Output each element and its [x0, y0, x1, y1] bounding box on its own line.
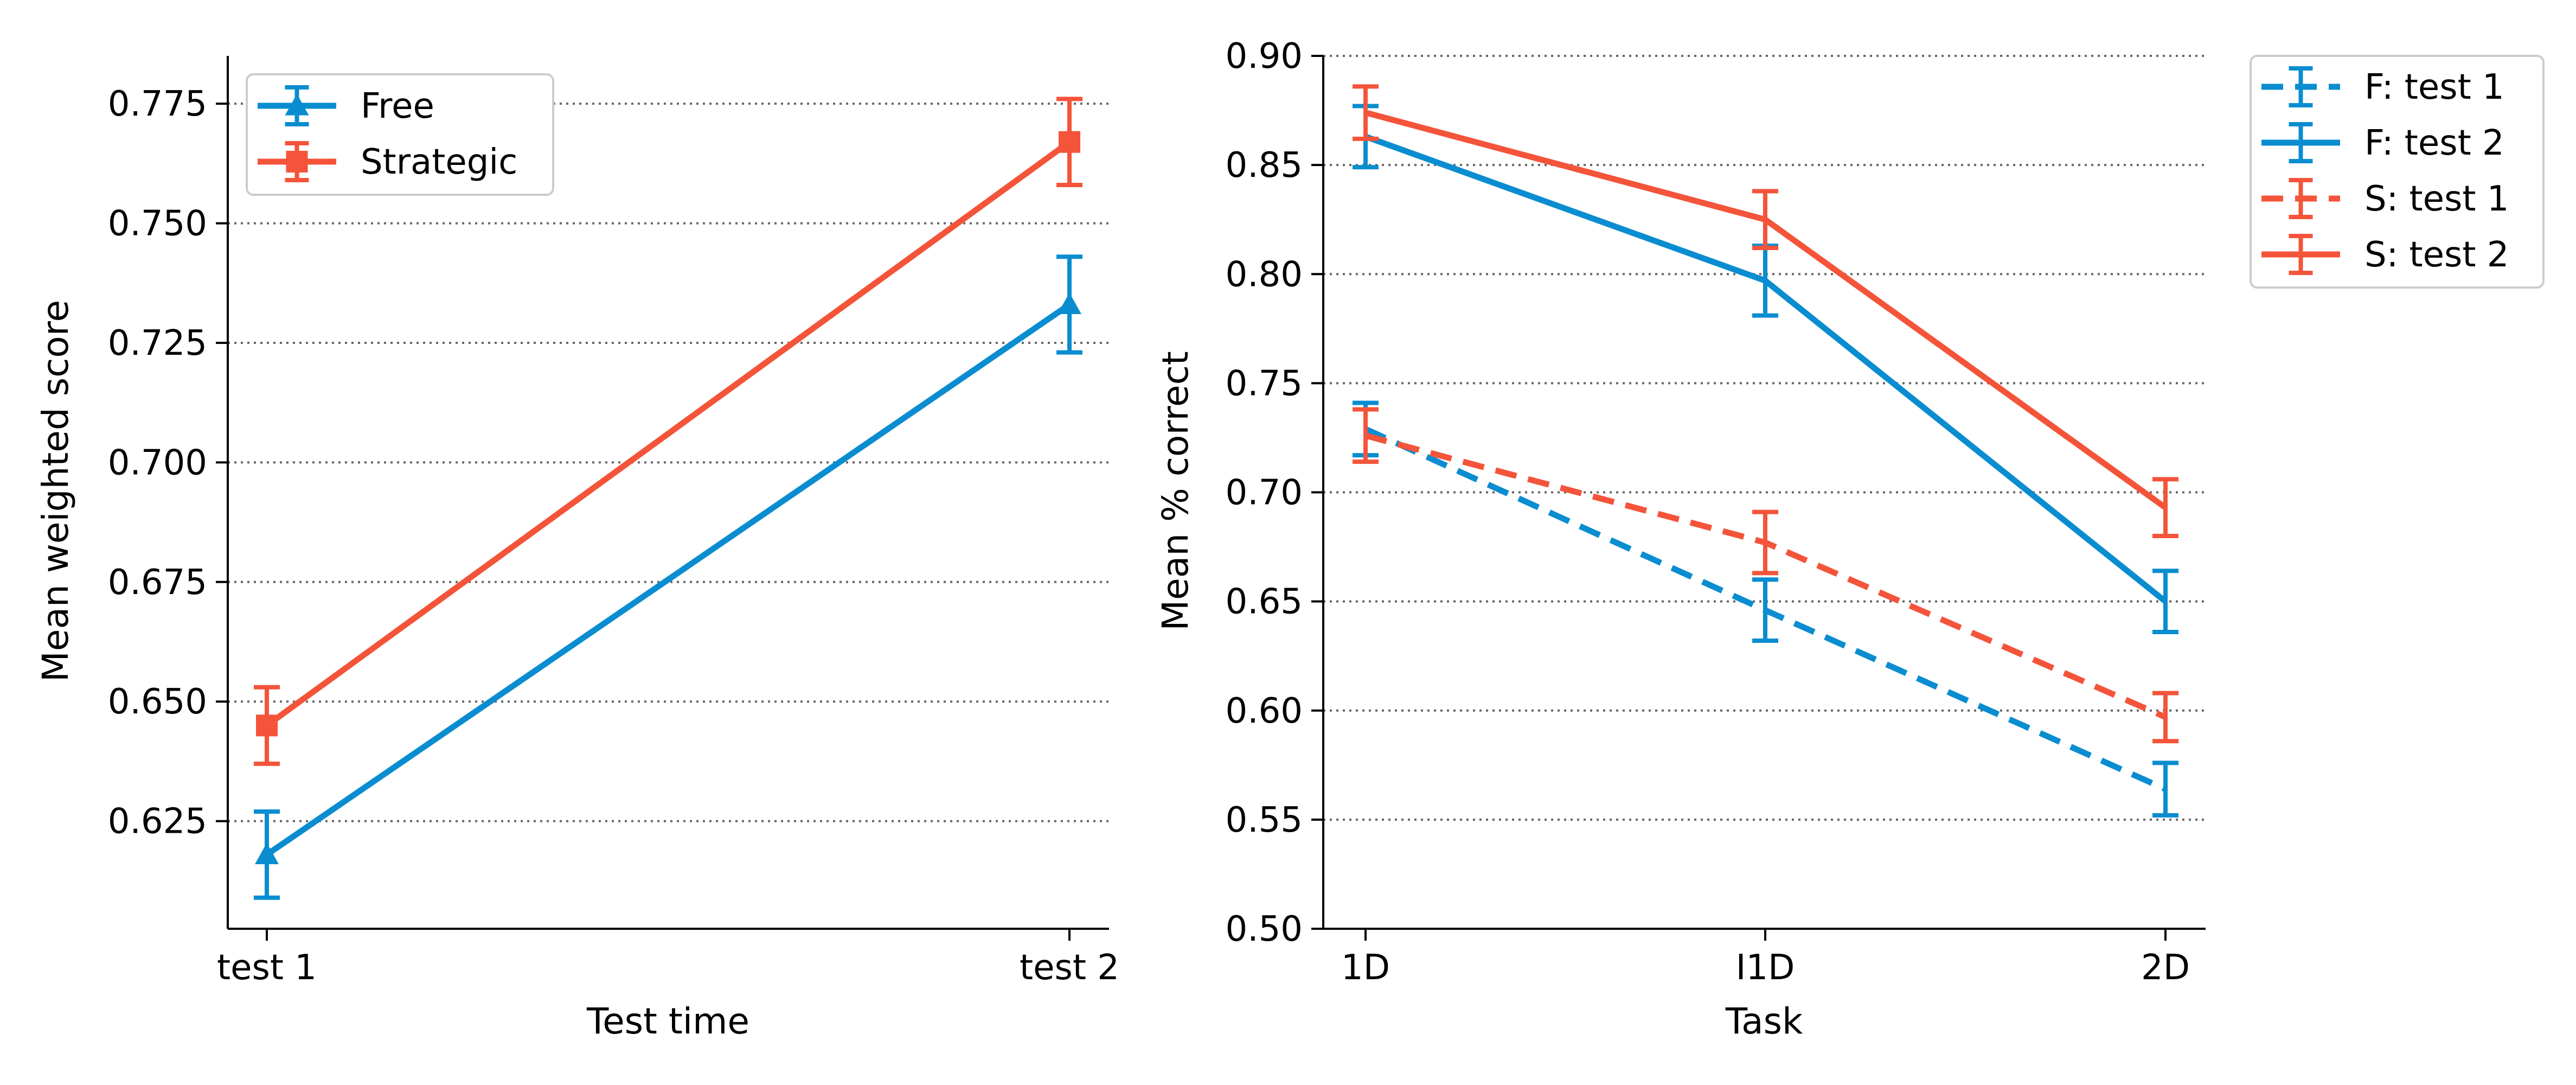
left-series-line [265, 302, 1072, 857]
right-y-tick-label: 0.50 [1226, 909, 1303, 949]
right-x-tick-label: 1D [1341, 948, 1390, 988]
left-y-axis-label: Mean weighted score [35, 300, 76, 682]
left-legend-marker [286, 151, 308, 173]
right-x-tick-label: 2D [2141, 948, 2190, 988]
left-legend-marker [285, 94, 309, 116]
right-y-ticks: 0.50 0.55 0.60 0.65 0.70 0.75 0.80 0.85 0.90 [1226, 36, 1323, 949]
left-series-1 [254, 97, 1082, 766]
left-y-tick-label: 0.625 [108, 802, 207, 842]
right-y-tick-label: 0.75 [1226, 363, 1303, 404]
right-x-axis-label: Task [1725, 1000, 1803, 1042]
right-legend-items: F: test 1 F: test 2 S: test 1 S: test 2 [2261, 66, 2509, 275]
right-x-ticks: 1D I1D 2D [1341, 929, 2190, 988]
left-data-point [1058, 292, 1081, 315]
right-series-2 [1353, 407, 2178, 744]
right-y-tick-label: 0.90 [1226, 36, 1303, 76]
left-legend-label: Free [361, 86, 434, 126]
right-legend-label: S: test 1 [2364, 179, 2509, 219]
right-series-1 [1353, 104, 2178, 634]
left-data-point [256, 714, 278, 737]
right-y-tick-label: 0.80 [1226, 254, 1303, 295]
left-x-tick-label: test 2 [1020, 948, 1119, 988]
left-legend-label: Strategic [361, 142, 517, 182]
right-y-tick-label: 0.60 [1226, 691, 1303, 731]
right-legend: F: test 1 F: test 2 S: test 1 S: test 2 [2250, 55, 2545, 289]
right-series-layer [1353, 84, 2178, 818]
left-legend-items: Free Strategic [258, 85, 517, 182]
right-series-0 [1353, 400, 2178, 818]
chart-right-percent-correct: 0.50 0.55 0.60 0.65 0.70 0.75 0.80 0.85 0.90 1D I… [1155, 36, 2545, 1042]
left-series-line [265, 139, 1072, 728]
left-x-ticks: test 1 test 2 [217, 929, 1119, 988]
left-x-axis-label: Test time [586, 1000, 749, 1042]
left-axes [227, 56, 1109, 930]
left-series-layer [254, 97, 1082, 900]
right-legend-frame [2250, 55, 2545, 289]
chart-left-weighted-score: 0.625 0.650 0.675 0.700 0.725 0.750 0.775 test… [35, 56, 1119, 1042]
left-legend: Free Strategic [246, 73, 554, 196]
left-y-tick-label: 0.775 [108, 84, 207, 124]
right-legend-label: F: test 2 [2364, 123, 2504, 163]
right-y-tick-label: 0.55 [1226, 800, 1303, 840]
left-x-tick-label: test 1 [217, 948, 317, 988]
left-y-tick-label: 0.650 [108, 682, 207, 722]
left-data-point [1059, 131, 1080, 153]
right-x-tick-label: I1D [1736, 948, 1795, 988]
right-y-axis-label: Mean % correct [1155, 351, 1196, 631]
right-y-tick-label: 0.85 [1226, 145, 1303, 186]
left-y-tick-label: 0.750 [108, 204, 207, 244]
left-data-point [255, 843, 279, 864]
right-series-3 [1353, 84, 2178, 538]
left-series-0 [254, 254, 1082, 900]
right-y-tick-label: 0.65 [1226, 582, 1303, 622]
right-legend-label: F: test 1 [2364, 67, 2504, 107]
right-y-tick-label: 0.70 [1226, 473, 1303, 513]
right-legend-label: S: test 2 [2364, 235, 2509, 275]
left-y-ticks: 0.625 0.650 0.675 0.700 0.725 0.750 0.775 [108, 84, 228, 842]
left-y-tick-label: 0.675 [108, 563, 207, 603]
left-y-tick-label: 0.700 [108, 443, 207, 483]
left-y-tick-label: 0.725 [108, 323, 207, 363]
